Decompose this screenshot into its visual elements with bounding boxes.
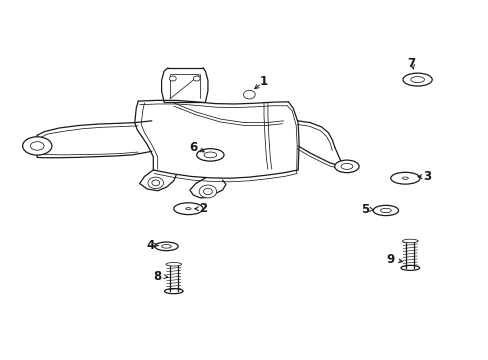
- Ellipse shape: [196, 149, 224, 161]
- Ellipse shape: [400, 265, 419, 270]
- Text: 6: 6: [189, 140, 197, 153]
- Ellipse shape: [340, 163, 352, 170]
- Ellipse shape: [380, 208, 390, 213]
- Ellipse shape: [402, 73, 431, 86]
- Ellipse shape: [155, 242, 178, 251]
- Ellipse shape: [173, 203, 203, 215]
- Circle shape: [193, 76, 200, 81]
- Ellipse shape: [164, 289, 183, 294]
- Ellipse shape: [30, 142, 44, 150]
- Text: 7: 7: [407, 57, 415, 70]
- Circle shape: [203, 188, 212, 195]
- Text: 5: 5: [361, 203, 369, 216]
- Ellipse shape: [203, 152, 216, 158]
- Ellipse shape: [390, 172, 419, 184]
- Text: 1: 1: [260, 75, 267, 88]
- Text: 3: 3: [423, 170, 430, 183]
- Circle shape: [169, 76, 176, 81]
- Text: 2: 2: [199, 202, 207, 215]
- Text: 4: 4: [146, 239, 155, 252]
- Text: 9: 9: [386, 253, 394, 266]
- Ellipse shape: [402, 239, 417, 243]
- Ellipse shape: [334, 160, 358, 173]
- Circle shape: [243, 90, 255, 99]
- Ellipse shape: [165, 262, 181, 266]
- Ellipse shape: [372, 205, 398, 216]
- Circle shape: [152, 180, 159, 186]
- Ellipse shape: [161, 244, 171, 248]
- Ellipse shape: [22, 137, 52, 155]
- Circle shape: [148, 177, 163, 189]
- Circle shape: [199, 185, 216, 198]
- Text: 8: 8: [153, 270, 162, 283]
- Ellipse shape: [410, 77, 424, 82]
